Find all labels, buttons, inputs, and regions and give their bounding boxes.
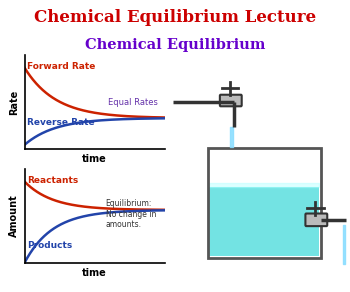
X-axis label: time: time — [82, 154, 107, 164]
Text: Reactants: Reactants — [27, 176, 78, 185]
Text: Chemical Equilibrium Lecture: Chemical Equilibrium Lecture — [34, 9, 316, 26]
Text: Reverse Rate: Reverse Rate — [27, 118, 95, 127]
Y-axis label: Amount: Amount — [9, 195, 19, 237]
FancyBboxPatch shape — [220, 95, 242, 106]
Text: Equal Rates: Equal Rates — [108, 98, 158, 107]
FancyBboxPatch shape — [210, 187, 320, 256]
Text: Equilibrium:
No change in
amounts.: Equilibrium: No change in amounts. — [106, 199, 156, 229]
Y-axis label: Rate: Rate — [9, 90, 19, 115]
Text: Forward Rate: Forward Rate — [27, 62, 96, 71]
X-axis label: time: time — [82, 268, 107, 278]
Text: Products: Products — [27, 241, 72, 250]
Text: Chemical Equilibrium: Chemical Equilibrium — [85, 38, 265, 52]
FancyBboxPatch shape — [306, 213, 327, 226]
